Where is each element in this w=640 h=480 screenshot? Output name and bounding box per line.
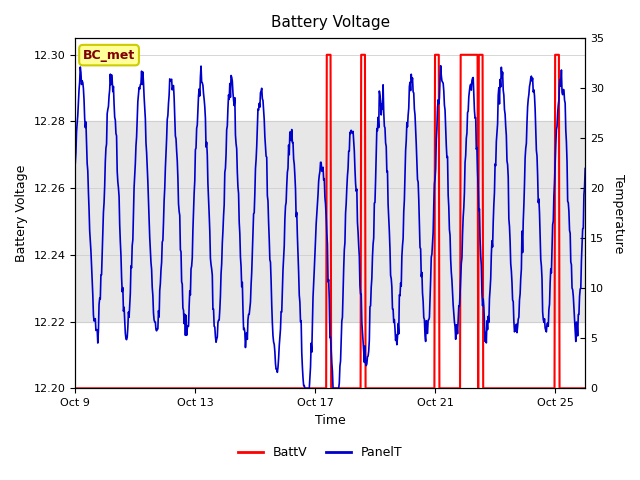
Y-axis label: Temperature: Temperature: [612, 174, 625, 253]
Y-axis label: Battery Voltage: Battery Voltage: [15, 165, 28, 262]
Bar: [76, 121, 585, 322]
Legend: BattV, PanelT: BattV, PanelT: [232, 441, 408, 464]
Text: BC_met: BC_met: [83, 48, 135, 61]
Title: Battery Voltage: Battery Voltage: [271, 15, 390, 30]
X-axis label: Time: Time: [315, 414, 346, 427]
